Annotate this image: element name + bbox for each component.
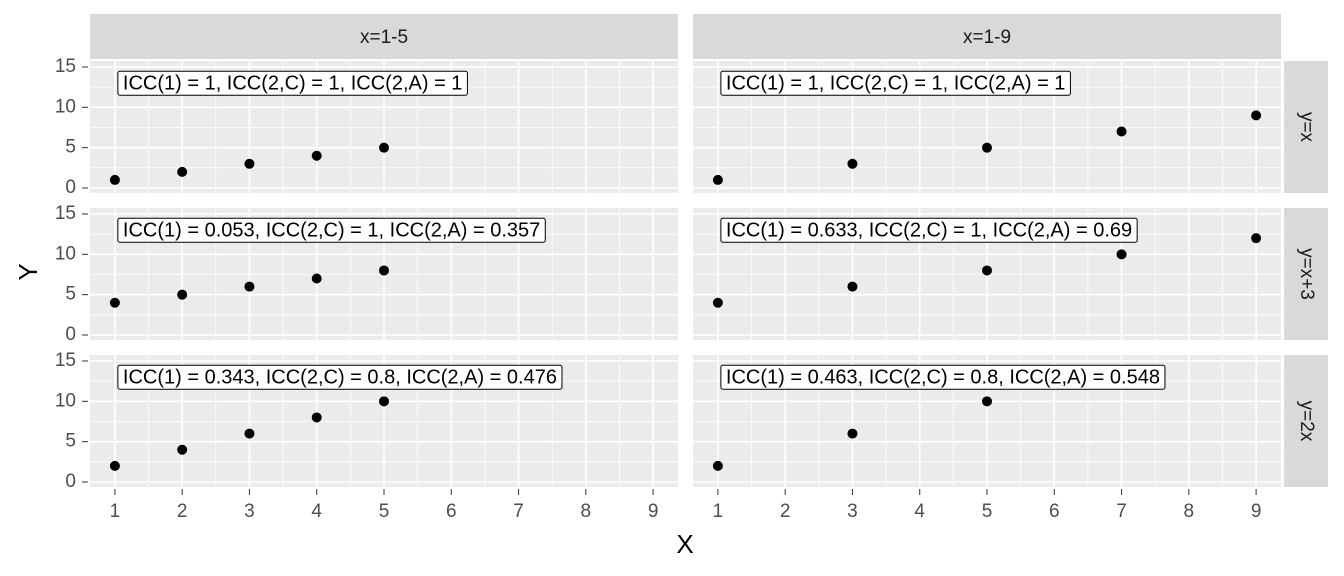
annotation: ICC(1) = 0.463, ICC(2,C) = 0.8, ICC(2,A)… bbox=[720, 364, 1166, 390]
point bbox=[1116, 249, 1127, 260]
annotation-text: ICC(1) = 0.633, ICC(2,C) = 1, ICC(2,A) =… bbox=[726, 219, 1132, 241]
y-tick-label: 15 bbox=[55, 56, 76, 77]
y-tick-label: 0 bbox=[65, 471, 76, 492]
y-tick-label: 5 bbox=[65, 284, 76, 305]
point bbox=[177, 166, 188, 177]
point bbox=[379, 396, 389, 407]
strip-label: y=x+3 bbox=[1296, 248, 1317, 300]
x-tick-label: 1 bbox=[110, 501, 121, 522]
x-tick-label: 5 bbox=[379, 501, 390, 522]
y-tick-label: 15 bbox=[55, 350, 76, 371]
point bbox=[712, 297, 723, 308]
point bbox=[847, 158, 858, 169]
annotation-box bbox=[720, 364, 1166, 390]
point bbox=[311, 412, 322, 423]
x-tick-label: 7 bbox=[1116, 501, 1127, 522]
point bbox=[1116, 126, 1127, 137]
point bbox=[379, 142, 389, 153]
strip-label: y=2x bbox=[1296, 401, 1317, 442]
point bbox=[982, 142, 992, 153]
annotation-box bbox=[720, 70, 1071, 96]
annotation: ICC(1) = 0.343, ICC(2,C) = 0.8, ICC(2,A)… bbox=[117, 364, 563, 390]
annotation-text: ICC(1) = 1, ICC(2,C) = 1, ICC(2,A) = 1 bbox=[123, 72, 463, 94]
x-tick-label: 6 bbox=[446, 501, 457, 522]
annotation-text: ICC(1) = 0.343, ICC(2,C) = 0.8, ICC(2,A)… bbox=[123, 366, 557, 388]
annotation-text: ICC(1) = 0.053, ICC(2,C) = 1, ICC(2,A) =… bbox=[123, 219, 540, 241]
y-tick-label: 10 bbox=[55, 243, 76, 264]
x-tick-label: 5 bbox=[982, 501, 993, 522]
annotation-box bbox=[117, 217, 546, 243]
strip-background bbox=[90, 14, 678, 59]
x-tick-label: 1 bbox=[713, 501, 724, 522]
point bbox=[712, 460, 723, 471]
x-tick-label: 6 bbox=[1049, 501, 1060, 522]
point bbox=[847, 281, 858, 292]
point bbox=[177, 444, 188, 455]
point bbox=[712, 174, 723, 185]
point bbox=[379, 265, 389, 276]
strip-label: x=1-9 bbox=[963, 27, 1011, 48]
y-tick-label: 0 bbox=[65, 177, 76, 198]
annotation-text: ICC(1) = 0.463, ICC(2,C) = 0.8, ICC(2,A)… bbox=[726, 366, 1160, 388]
annotation: ICC(1) = 0.633, ICC(2,C) = 1, ICC(2,A) =… bbox=[720, 217, 1138, 243]
x-tick-label: 2 bbox=[780, 501, 791, 522]
annotation: ICC(1) = 1, ICC(2,C) = 1, ICC(2,A) = 1 bbox=[117, 70, 468, 96]
annotation: ICC(1) = 1, ICC(2,C) = 1, ICC(2,A) = 1 bbox=[720, 70, 1071, 96]
strip-label: y=x bbox=[1296, 112, 1317, 143]
x-tick-label: 8 bbox=[1184, 501, 1195, 522]
strip-background bbox=[1284, 208, 1328, 340]
point bbox=[311, 150, 322, 161]
point bbox=[109, 460, 120, 471]
annotation: ICC(1) = 0.053, ICC(2,C) = 1, ICC(2,A) =… bbox=[117, 217, 546, 243]
x-tick-label: 3 bbox=[847, 501, 858, 522]
point bbox=[1251, 233, 1262, 244]
y-tick-label: 0 bbox=[65, 324, 76, 345]
annotation-box bbox=[117, 70, 468, 96]
point bbox=[177, 289, 188, 300]
y-axis-title: Y bbox=[13, 263, 43, 280]
x-tick-label: 8 bbox=[581, 501, 592, 522]
x-tick-label: 2 bbox=[177, 501, 188, 522]
annotation-box bbox=[720, 217, 1138, 243]
point bbox=[109, 297, 120, 308]
x-tick-label: 3 bbox=[244, 501, 255, 522]
x-tick-label: 7 bbox=[513, 501, 524, 522]
point bbox=[244, 158, 255, 169]
strip-background bbox=[1284, 355, 1328, 487]
strip-background bbox=[1284, 61, 1328, 193]
point bbox=[109, 174, 120, 185]
y-tick-label: 5 bbox=[65, 137, 76, 158]
x-tick-label: 4 bbox=[914, 501, 925, 522]
point bbox=[1251, 110, 1262, 121]
y-tick-label: 10 bbox=[55, 96, 76, 117]
point bbox=[847, 428, 858, 439]
point bbox=[982, 265, 992, 276]
y-tick-label: 5 bbox=[65, 431, 76, 452]
y-tick-label: 10 bbox=[55, 390, 76, 411]
point bbox=[244, 428, 255, 439]
point bbox=[311, 273, 322, 284]
point bbox=[982, 396, 992, 407]
point bbox=[244, 281, 255, 292]
y-tick-label: 15 bbox=[55, 203, 76, 224]
annotation-text: ICC(1) = 1, ICC(2,C) = 1, ICC(2,A) = 1 bbox=[726, 72, 1066, 94]
x-tick-label: 9 bbox=[1251, 501, 1262, 522]
annotation-box bbox=[117, 364, 563, 390]
strip-background bbox=[693, 14, 1281, 59]
x-tick-label: 4 bbox=[311, 501, 322, 522]
x-axis-title: X bbox=[676, 529, 693, 559]
strip-label: x=1-5 bbox=[360, 27, 408, 48]
x-tick-label: 9 bbox=[648, 501, 659, 522]
